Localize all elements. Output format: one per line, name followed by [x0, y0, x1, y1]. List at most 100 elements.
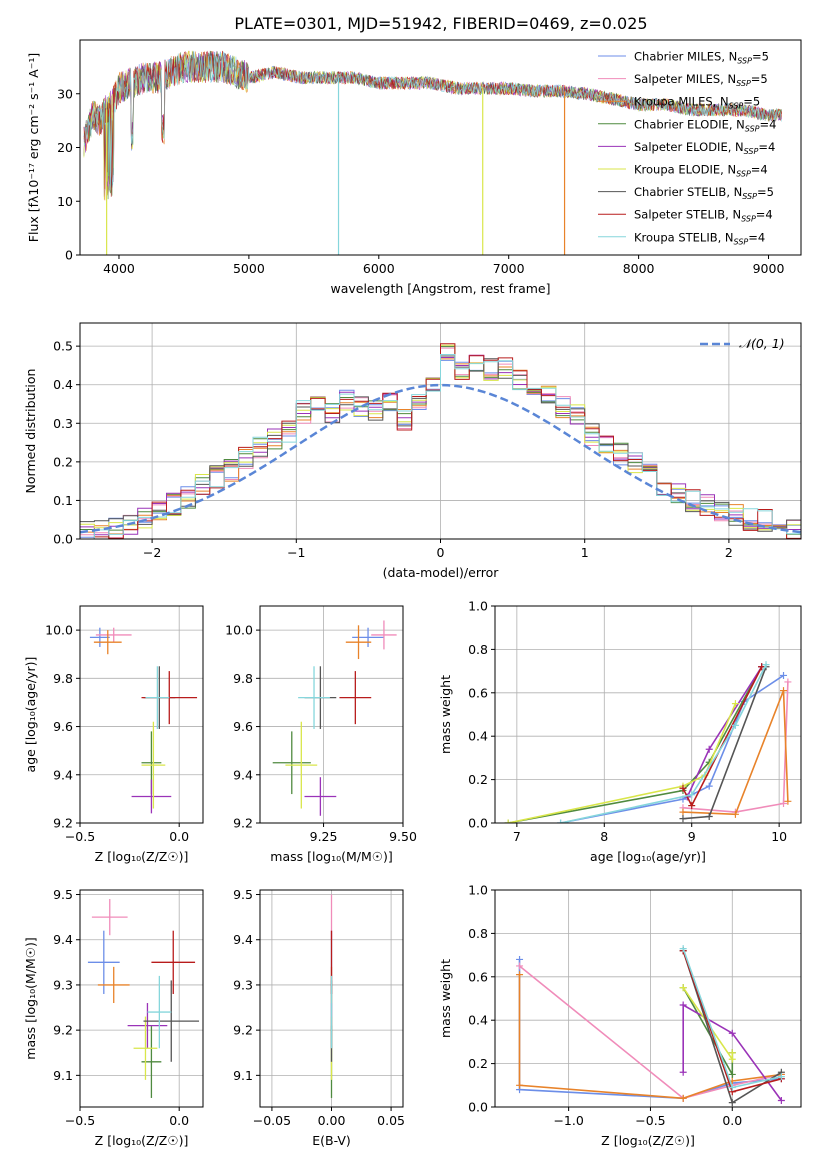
axes-frame — [259, 605, 404, 824]
x-axis-label: Z [log₁₀(Z/Z☉)] — [95, 849, 189, 864]
y-axis-label: mass [log₁₀(M/M☉)] — [23, 937, 38, 1059]
x-tick-label: 8000 — [623, 261, 655, 276]
y-tick-label: 9.1 — [53, 1068, 73, 1083]
x-tick-label: 9.50 — [389, 829, 417, 844]
y-axis-label: Normed distribution — [23, 369, 38, 494]
x-tick-label: −0.5 — [635, 1113, 665, 1128]
weight-line-1 — [518, 965, 782, 1100]
x-tick-label: 7 — [513, 829, 521, 844]
y-tick-label: 0.4 — [468, 1013, 488, 1028]
frame-mass-vs-Z: −0.5 0.0 9.1 9.2 9.3 9.4 9.5 Z [log₁₀(Z/Z☉)] mas… — [23, 887, 204, 1148]
weight-marker — [728, 1083, 736, 1091]
y-tick-label: 0.4 — [53, 377, 73, 392]
y-tick-label: 0 — [65, 248, 73, 263]
weight-marker — [728, 1055, 736, 1063]
x-axis-label: age [log₁₀(age/yr)] — [590, 849, 706, 864]
weight-marker — [731, 810, 739, 818]
x-tick-label: 7000 — [493, 261, 525, 276]
x-tick-label: 5000 — [233, 261, 265, 276]
weight-marker — [731, 721, 739, 729]
weight-line-8 — [560, 664, 767, 823]
axes-weight-vs-age — [495, 605, 801, 824]
weight-marker — [784, 678, 792, 686]
x-tick-label: 10 — [771, 829, 787, 844]
y-tick-label: 0.2 — [468, 1056, 488, 1071]
histogram-series-8 — [80, 354, 801, 539]
x-axis-label: (data-model)/error — [383, 565, 500, 580]
y-tick-label: 9.4 — [233, 767, 253, 782]
weight-marker — [679, 984, 687, 992]
x-tick-label: −2 — [143, 545, 161, 560]
x-tick-label: −0.5 — [65, 829, 95, 844]
spectrum-series-8 — [83, 50, 782, 199]
axes-frame — [494, 605, 802, 824]
y-tick-label: 0.4 — [468, 729, 488, 744]
y-tick-label: 0.1 — [53, 493, 73, 508]
y-tick-label: 0.2 — [53, 454, 73, 469]
weight-marker — [728, 1049, 736, 1057]
y-tick-label: 9.8 — [233, 671, 253, 686]
y-axis-label: age [log₁₀(age/yr)] — [23, 657, 38, 773]
weight-marker — [705, 812, 713, 820]
legend-label-normal: 𝒩(0, 1) — [739, 336, 785, 351]
y-tick-label: 9.3 — [233, 977, 253, 992]
legend-label: Kroupa STELIB, NSSP=4 — [634, 230, 765, 246]
y-axis-label: mass weight — [438, 959, 453, 1038]
weight-marker — [688, 802, 696, 810]
axes-age-vs-Z — [79, 606, 203, 824]
x-tick-label: 0.00 — [318, 1113, 346, 1128]
y-tick-label: 20 — [57, 140, 73, 155]
weight-marker — [780, 671, 788, 679]
weight-marker — [504, 819, 512, 823]
y-tick-label: 9.5 — [53, 887, 73, 902]
y-tick-label: 30 — [57, 86, 73, 101]
weight-marker — [780, 687, 788, 695]
weight-marker — [516, 1081, 524, 1089]
x-tick-label: 0.0 — [169, 1113, 189, 1128]
weight-marker — [516, 955, 524, 963]
axes-frame — [494, 889, 802, 1108]
legend-label: Salpeter MILES, NSSP=5 — [634, 72, 768, 88]
x-tick-label: −0.05 — [253, 1113, 291, 1128]
x-tick-label: −1 — [287, 545, 305, 560]
weight-marker — [777, 1073, 785, 1081]
weight-marker — [679, 815, 687, 823]
legend-label: Salpeter STELIB, NSSP=4 — [634, 208, 773, 224]
weight-marker — [679, 784, 687, 792]
y-tick-label: 0.3 — [53, 416, 73, 431]
spectrum-legend: Chabrier MILES, NSSP=5 Salpeter MILES, NS… — [598, 50, 776, 246]
y-tick-label: 9.2 — [53, 816, 73, 831]
y-tick-label: 9.6 — [53, 719, 73, 734]
y-tick-label: 0.6 — [468, 969, 488, 984]
legend-label: Salpeter ELODIE, NSSP=4 — [634, 140, 775, 156]
x-tick-label: −0.5 — [65, 1113, 95, 1128]
x-axis-label: mass [log₁₀(M/M☉)] — [270, 849, 392, 864]
frame-mass-vs-ebv: −0.05 0.00 0.05 9.1 9.2 9.3 9.4 9.5 E(B-V) — [233, 887, 405, 1148]
y-tick-label: 9.5 — [233, 887, 253, 902]
y-tick-label: 1.0 — [468, 599, 488, 614]
y-tick-label: 9.6 — [233, 719, 253, 734]
y-tick-label: 0.0 — [468, 1100, 488, 1115]
x-tick-label: 6000 — [363, 261, 395, 276]
weight-marker — [679, 808, 687, 816]
spectrum-lines — [83, 50, 782, 255]
x-tick-label: 9.25 — [310, 829, 338, 844]
x-tick-label: 2 — [725, 545, 733, 560]
x-tick-label: 8 — [600, 829, 608, 844]
y-tick-label: 0.0 — [468, 816, 488, 831]
y-tick-label: 9.2 — [233, 816, 253, 831]
spectrum-series-5 — [83, 50, 782, 200]
x-axis-label: wavelength [Angstrom, rest frame] — [330, 281, 550, 296]
weight-marker — [762, 661, 770, 669]
y-axis-label: mass weight — [438, 675, 453, 754]
weight-marker — [758, 663, 766, 671]
y-tick-label: 10.0 — [225, 623, 253, 638]
frame-age-vs-Z: −0.5 0.0 9.2 9.4 9.6 9.8 10.0 Z [log₁₀(Z/Z☉)] ag… — [23, 605, 204, 864]
weight-marker — [731, 700, 739, 708]
weights-weight-vs-Z — [516, 945, 785, 1107]
weight-marker — [777, 1096, 785, 1104]
legend-label: Chabrier MILES, NSSP=5 — [634, 50, 769, 66]
figure-title: PLATE=0301, MJD=51942, FIBERID=0469, z=0… — [234, 14, 647, 33]
weight-marker — [784, 797, 792, 805]
